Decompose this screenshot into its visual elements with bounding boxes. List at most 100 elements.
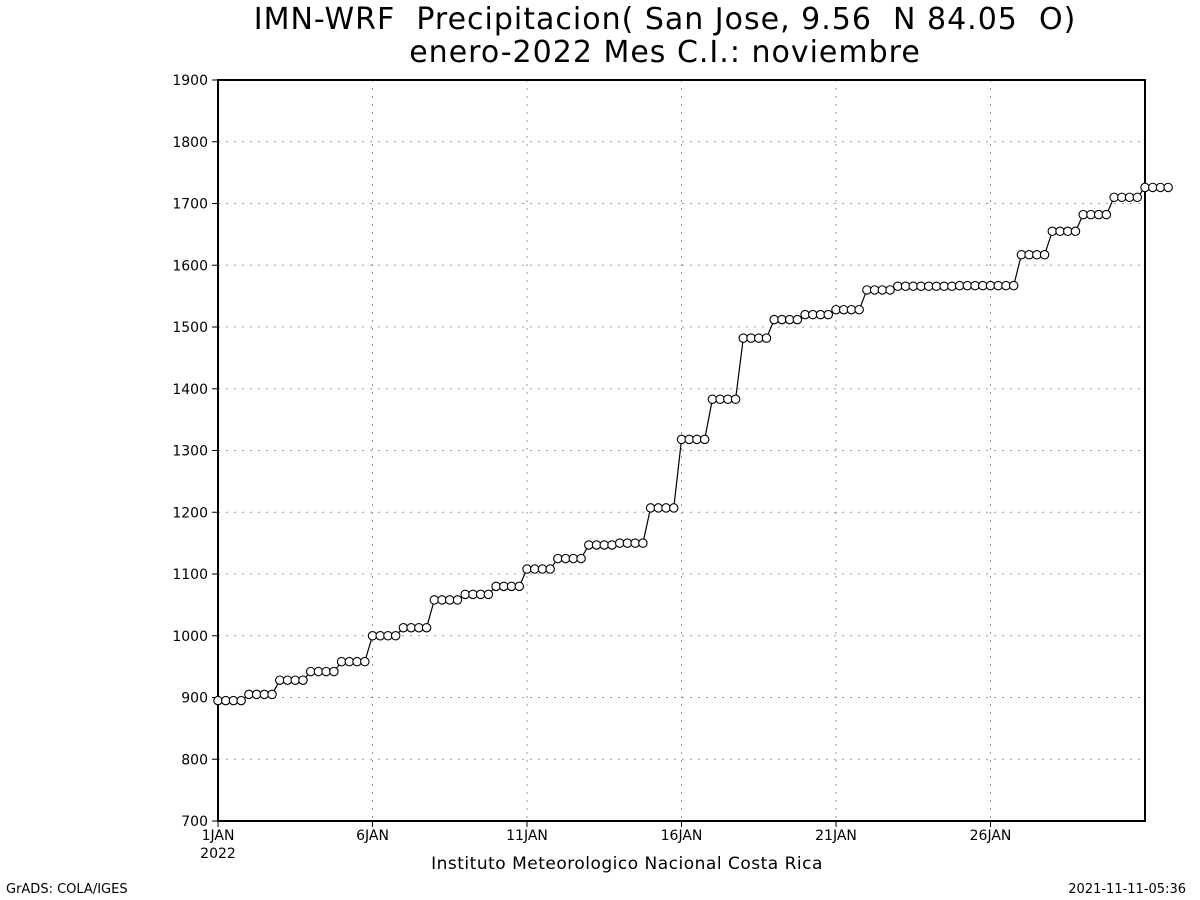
data-point-marker [761,333,772,343]
data-point-marker [970,280,980,291]
data-point-marker [699,434,710,445]
data-point-marker [1039,250,1050,260]
data-point-marker [553,553,563,564]
data-point-marker [1008,280,1019,291]
x-tick-label: 26JAN [970,828,1012,844]
data-point-marker [661,503,671,513]
data-point-marker [676,434,687,445]
data-point-marker [1147,182,1158,193]
data-point-marker [607,540,617,550]
data-point-marker [522,564,532,574]
y-tick-label: 800 [181,752,208,768]
x-tick-label: 16JAN [661,828,703,844]
data-point-marker [298,675,308,685]
data-point-marker [244,689,254,700]
data-point-marker [213,695,223,706]
y-tick-label: 1000 [172,629,208,645]
data-point-marker [514,581,525,592]
data-point-marker [653,503,664,513]
data-point-marker [452,595,463,605]
data-point-marker [576,553,586,564]
data-point-marker [390,630,401,641]
y-tick-label: 1200 [172,505,208,521]
data-point-marker [692,434,702,445]
data-point-marker [236,695,246,706]
data-point-marker [978,280,988,291]
data-point-marker [375,630,385,641]
data-point-marker [437,595,447,605]
data-point-marker [1047,226,1058,237]
chart-title: IMN-WRF Precipitacion( San Jose, 9.56 N … [253,2,1077,37]
data-point-marker [746,333,756,343]
y-tick-label: 700 [181,814,208,830]
data-point-marker [251,689,262,700]
data-point-marker [584,540,594,550]
data-point-marker [259,689,270,700]
data-point-marker [352,656,362,667]
data-point-marker [831,304,841,315]
y-tick-label: 1600 [172,258,208,274]
data-point-marker [1086,209,1096,220]
data-point-marker [560,553,571,564]
data-point-marker [491,581,501,592]
data-point-marker [1163,182,1173,193]
data-point-marker [939,281,949,291]
data-point-marker [1016,250,1027,260]
data-point-marker [599,540,609,550]
data-point-marker [846,304,857,315]
y-tick-label: 1300 [172,444,208,460]
y-tick-label: 1800 [172,135,208,151]
series-line [218,186,1169,702]
data-point-marker [792,314,803,325]
software-credit: GrADS: COLA/IGES [6,882,128,897]
data-point-marker [862,285,872,295]
data-point-marker [869,285,880,295]
data-point-marker [893,281,903,291]
data-point-marker [290,675,300,685]
data-point-marker [854,304,864,315]
data-point-marker [367,630,378,641]
data-point-marker [414,622,424,633]
data-point-marker [916,281,926,291]
data-point-marker [429,595,440,605]
data-point-marker [444,595,455,605]
data-point-marker [962,280,973,291]
data-point-marker [568,553,579,564]
data-point-marker [537,564,548,574]
data-point-marker [738,333,749,343]
data-point-marker [985,280,996,291]
data-point-marker [622,538,633,548]
data-point-marker [275,675,285,685]
data-point-marker [329,666,339,677]
data-point-marker [406,622,416,633]
data-point-marker [645,503,656,513]
plot-frame [217,79,1146,822]
data-point-marker [614,538,625,548]
data-point-marker [815,309,826,320]
data-point-marker [954,280,965,291]
data-point-marker [499,581,509,592]
data-point-marker [506,581,517,592]
x-tick-label: 11JAN [506,828,548,844]
data-point-marker [383,630,393,641]
data-point-marker [923,281,934,291]
data-point-marker [305,666,316,677]
data-point-marker [468,589,478,600]
data-point-marker [313,666,324,677]
data-point-marker [1078,209,1088,220]
x-tick-sublabel: 2022 [200,846,236,862]
chart-subtitle: enero-2022 Mes C.I.: noviembre [409,35,921,70]
x-axis-label: Instituto Meteorologico Nacional Costa R… [431,854,823,874]
data-point-marker [483,589,494,600]
data-point-marker [1124,192,1135,203]
y-tick-label: 900 [181,691,208,707]
data-point-marker [900,281,911,291]
data-point-marker [947,281,957,291]
data-point-marker [769,314,779,325]
data-point-marker [321,666,331,677]
data-point-marker [344,656,355,667]
data-point-marker [460,589,470,600]
y-tick-label: 1100 [172,567,208,583]
data-point-marker [1109,192,1119,203]
data-point-marker [630,538,640,548]
